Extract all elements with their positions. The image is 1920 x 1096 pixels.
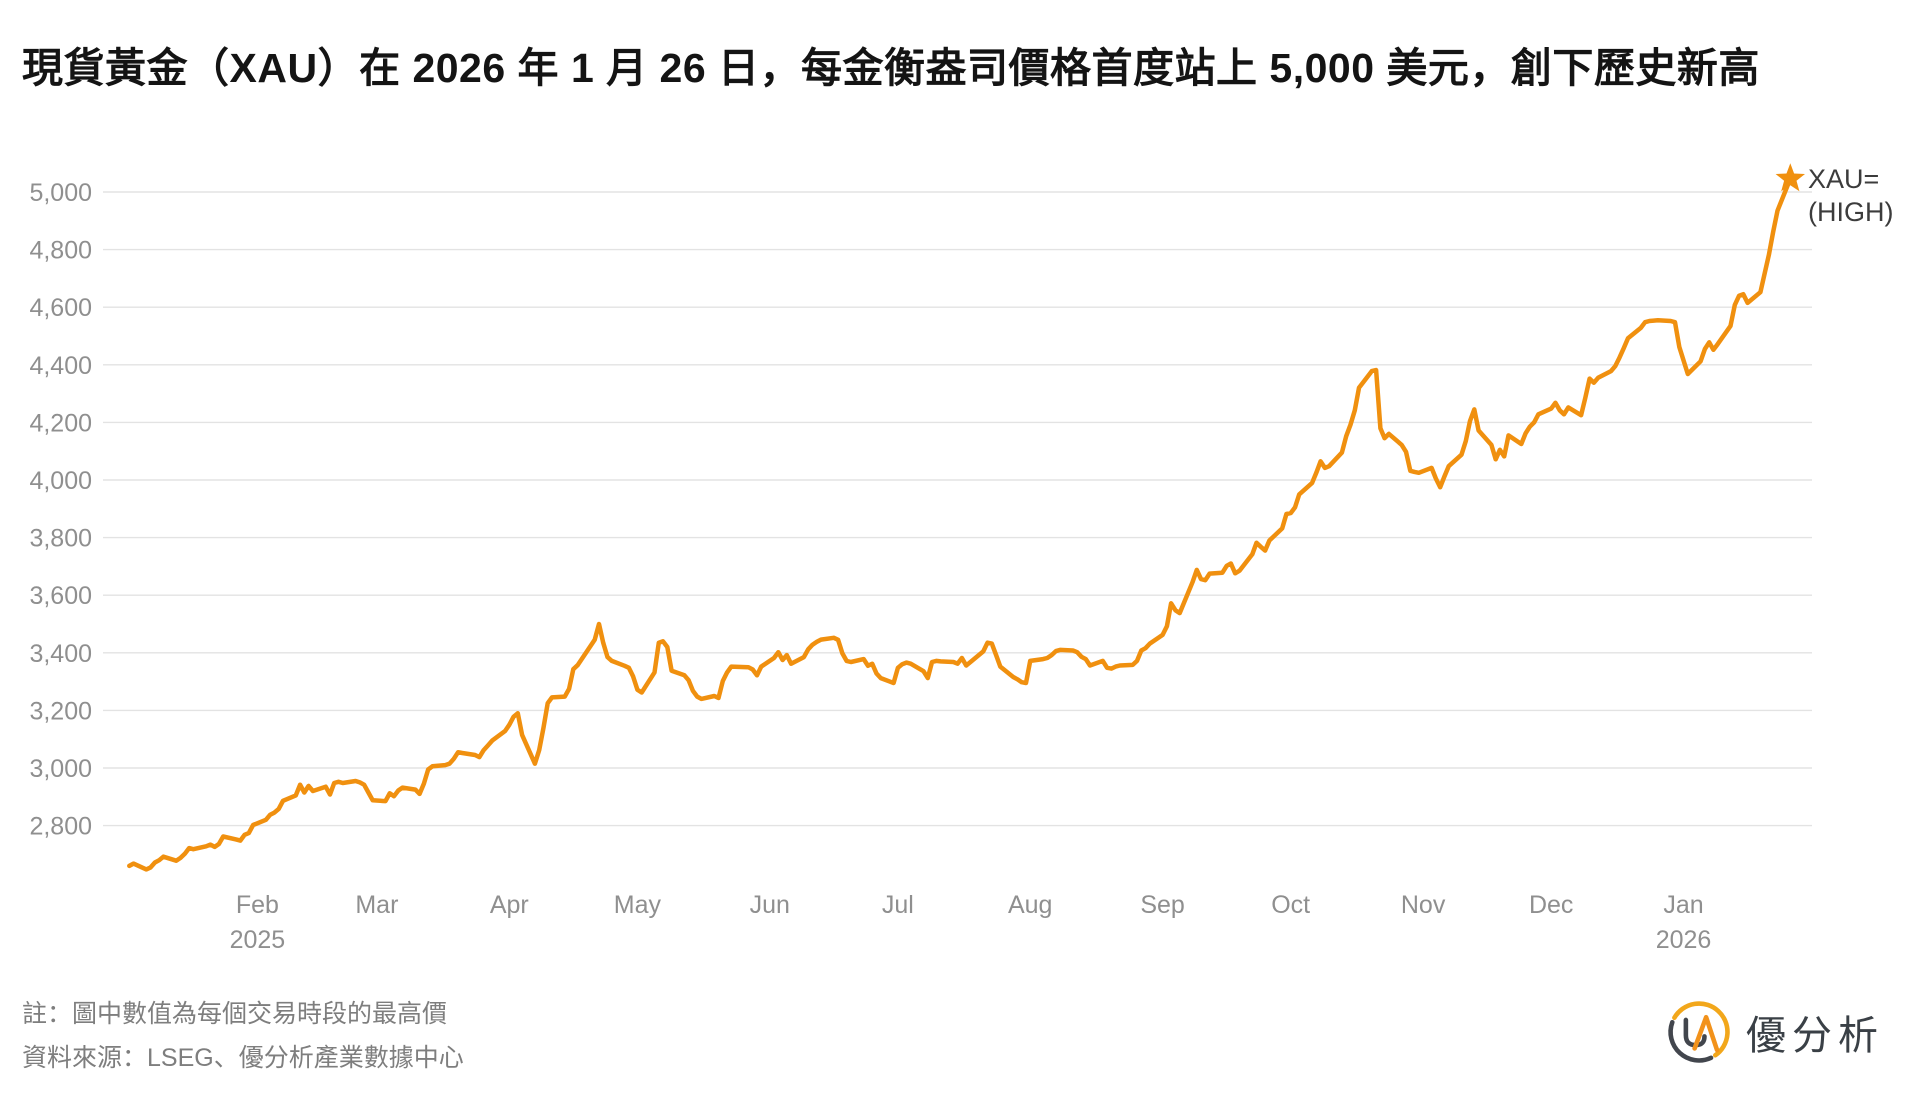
logo-gold-arc — [1672, 1001, 1730, 1058]
y-axis-tick-label: 4,200 — [29, 409, 92, 437]
logo-dark-arc — [1668, 1019, 1714, 1063]
x-axis-tick-label: Sep — [1140, 891, 1184, 919]
price-line — [127, 176, 1793, 872]
x-axis-tick-label: Nov — [1401, 891, 1446, 919]
y-axis-tick-label: 4,600 — [29, 294, 92, 322]
x-axis-tick-label: Jun — [750, 891, 790, 919]
y-axis-tick-label: 3,600 — [29, 582, 92, 610]
y-axis-tick-label: 2,800 — [29, 813, 92, 841]
x-axis-tick-label: Jan — [1663, 891, 1703, 919]
x-axis-tick-label: May — [614, 891, 662, 919]
footnote-source: 資料來源：LSEG、優分析產業數據中心 — [22, 1044, 464, 1072]
footnote-note: 註：圖中數值為每個交易時段的最高價 — [22, 1000, 448, 1028]
x-axis-tick-label: Feb — [236, 891, 279, 919]
y-axis-tick-label: 3,200 — [29, 697, 92, 725]
footnotes: 註：圖中數值為每個交易時段的最高價 資料來源：LSEG、優分析產業數據中心 — [22, 992, 464, 1080]
x-axis-tick-label: Oct — [1271, 891, 1310, 919]
brand-logo: 優分析 — [1664, 995, 1904, 1069]
x-axis-year-label: 2025 — [230, 926, 286, 954]
x-axis-tick-label: Aug — [1008, 891, 1052, 919]
x-axis-tick-label: Dec — [1529, 891, 1573, 919]
series-label-line1: XAU= — [1808, 164, 1880, 194]
high-star-marker — [1775, 163, 1805, 192]
price-chart: 2,800 3,000 3,200 3,400 3,600 3,800 4,000 4,200… — [29, 163, 1812, 954]
y-axis-tick-label: 3,400 — [29, 640, 92, 668]
brand-logo-text: 優分析 — [1746, 1014, 1884, 1058]
y-axis-tick-label: 4,400 — [29, 352, 92, 380]
y-axis-tick-label: 3,000 — [29, 755, 92, 783]
y-axis-tick-label: 4,800 — [29, 237, 92, 265]
x-axis-year-label: 2026 — [1656, 926, 1712, 954]
logo-letter-a — [1692, 1014, 1720, 1053]
x-axis-tick-label: Apr — [490, 891, 529, 919]
y-axis-tick-label: 5,000 — [29, 179, 92, 207]
y-axis-tick-label: 4,000 — [29, 467, 92, 495]
series-label-line2: (HIGH) — [1808, 197, 1894, 227]
x-axis-tick-label: Jul — [882, 891, 914, 919]
chart-title: 現貨黃金（XAU）在 2026 年 1 月 26 日，每金衡盎司價格首度站上 5… — [22, 45, 1760, 91]
series-label: XAU= (HIGH) — [1808, 163, 1893, 229]
x-axis-tick-label: Mar — [355, 891, 398, 919]
y-axis-tick-label: 3,800 — [29, 525, 92, 553]
brand-logo-icon — [1668, 1001, 1730, 1063]
